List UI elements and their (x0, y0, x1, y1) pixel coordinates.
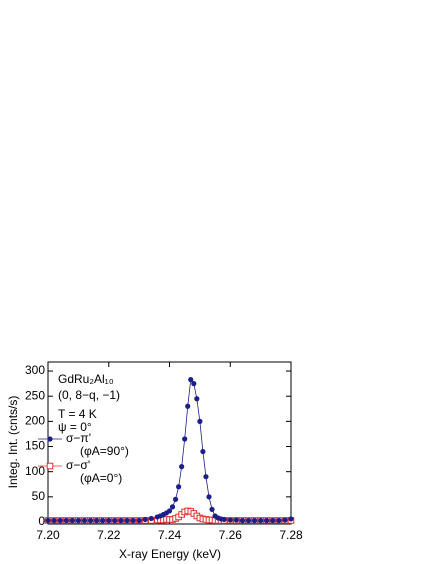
data-point (179, 464, 185, 470)
data-point (130, 517, 136, 524)
y-tick-label: 200 (25, 414, 45, 428)
data-point (63, 517, 69, 524)
data-point (194, 396, 200, 402)
data-point (282, 517, 288, 523)
annotation: (0, 8−q, −1) (58, 388, 120, 402)
data-point (148, 515, 154, 522)
data-point (258, 517, 264, 524)
data-point (233, 517, 239, 523)
data-point (75, 517, 81, 524)
data-point (94, 517, 100, 524)
y-tick-label: 50 (32, 489, 46, 503)
data-point (270, 517, 276, 524)
data-point (51, 517, 57, 524)
y-tick-label: 300 (25, 363, 45, 377)
data-point (288, 516, 294, 522)
legend-sublabel: (φA=90°) (80, 444, 129, 458)
data-point (81, 517, 88, 524)
y-tick-label: 0 (38, 514, 45, 528)
data-point (57, 517, 63, 524)
data-point (197, 418, 203, 424)
data-point (221, 516, 227, 523)
data-point (136, 517, 142, 524)
data-point (166, 508, 173, 514)
data-point (87, 517, 94, 524)
data-point (106, 517, 112, 524)
data-point (100, 517, 106, 524)
data-point (169, 504, 176, 510)
data-point (239, 517, 245, 524)
data-point (276, 517, 282, 524)
data-point (264, 517, 270, 524)
x-tick-label: 7.22 (97, 528, 121, 542)
data-point (124, 517, 130, 524)
legend-label: σ−σ' (66, 458, 90, 472)
y-tick-label: 250 (25, 388, 45, 402)
legend-marker (46, 462, 54, 470)
data-point (203, 474, 209, 480)
data-point (118, 517, 124, 524)
data-point (188, 377, 194, 383)
annotation: ψ = 0° (58, 420, 92, 434)
data-point (182, 436, 188, 442)
data-point (206, 494, 212, 500)
data-point (142, 516, 148, 523)
y-tick-label: 100 (25, 464, 45, 478)
y-tick-label: 150 (25, 439, 45, 453)
data-point (176, 484, 182, 490)
data-point (245, 517, 252, 524)
legend-marker (47, 436, 53, 442)
x-tick-label: 7.28 (279, 528, 303, 542)
data-point (45, 517, 51, 524)
data-point (172, 496, 179, 502)
data-point (185, 403, 191, 409)
data-point (69, 517, 75, 524)
legend-sublabel: (φA=0°) (80, 471, 122, 485)
data-point (209, 506, 215, 513)
data-point (251, 517, 258, 524)
x-axis-label: X-ray Energy (keV) (119, 547, 221, 561)
annotation: GdRu₂Al₁₀ (58, 372, 114, 386)
y-axis-label: Integ. Int. (cnts/s) (6, 396, 20, 489)
legend-label: σ−π' (66, 431, 91, 445)
x-tick-label: 7.20 (36, 528, 60, 542)
data-point (112, 517, 118, 524)
data-point (200, 448, 206, 455)
data-point (191, 381, 197, 387)
x-tick-label: 7.24 (158, 528, 182, 542)
x-tick-label: 7.26 (219, 528, 243, 542)
data-point (227, 517, 233, 523)
annotation: T = 4 K (58, 407, 97, 421)
